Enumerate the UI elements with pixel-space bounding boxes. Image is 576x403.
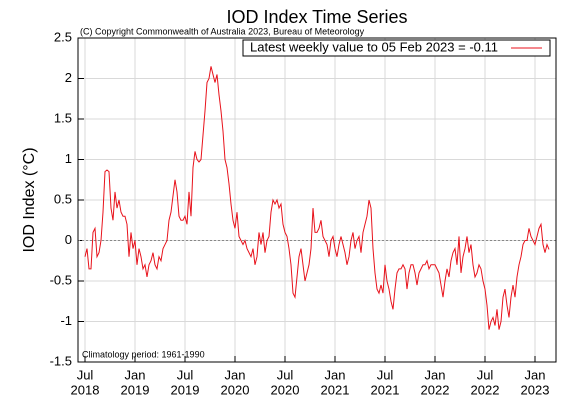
x-tick-label: Jul: [277, 367, 294, 382]
legend-box: [242, 39, 551, 57]
y-tick-label: 2.5: [54, 29, 72, 44]
x-tick-label: 2022: [471, 382, 500, 397]
x-tick-label: 2022: [421, 382, 450, 397]
y-tick-label: -0.5: [50, 272, 72, 287]
x-tick-label: 2019: [171, 382, 200, 397]
y-tick-label: -1: [60, 313, 72, 328]
y-axis-label: IOD Index (°C): [21, 147, 38, 252]
annotation: Climatology period: 1961-1990: [82, 349, 205, 359]
legend-label: Latest weekly value to 05 Feb 2023 = -0.…: [250, 39, 498, 54]
x-tick-label: 2020: [221, 382, 250, 397]
x-tick-label: 2021: [371, 382, 400, 397]
x-tick-label: Jan: [425, 367, 446, 382]
x-tick-label: Jan: [525, 367, 546, 382]
y-tick-label: 1.5: [54, 110, 72, 125]
x-tick-label: Jan: [325, 367, 346, 382]
x-tick-label: Jul: [377, 367, 394, 382]
y-tick-label: 2: [65, 70, 72, 85]
y-tick-label: 0: [65, 232, 72, 247]
chart-title: IOD Index Time Series: [226, 7, 407, 27]
data-line: [84, 66, 550, 330]
x-tick-label: Jul: [177, 367, 194, 382]
x-tick-label: 2019: [121, 382, 150, 397]
x-tick-label: 2018: [71, 382, 100, 397]
x-tick-label: Jan: [225, 367, 246, 382]
y-tick-label: 0.5: [54, 191, 72, 206]
subtitle: (C) Copyright Commonwealth of Australia …: [80, 26, 365, 36]
x-tick-label: Jul: [77, 367, 94, 382]
x-tick-label: 2023: [521, 382, 550, 397]
y-tick-label: 1: [65, 151, 72, 166]
y-tick-label: -1.5: [50, 353, 72, 368]
x-tick-label: Jul: [477, 367, 494, 382]
x-tick-label: Jan: [125, 367, 146, 382]
x-tick-label: 2021: [321, 382, 350, 397]
x-tick-label: 2020: [271, 382, 300, 397]
plot-frame: [77, 37, 557, 363]
